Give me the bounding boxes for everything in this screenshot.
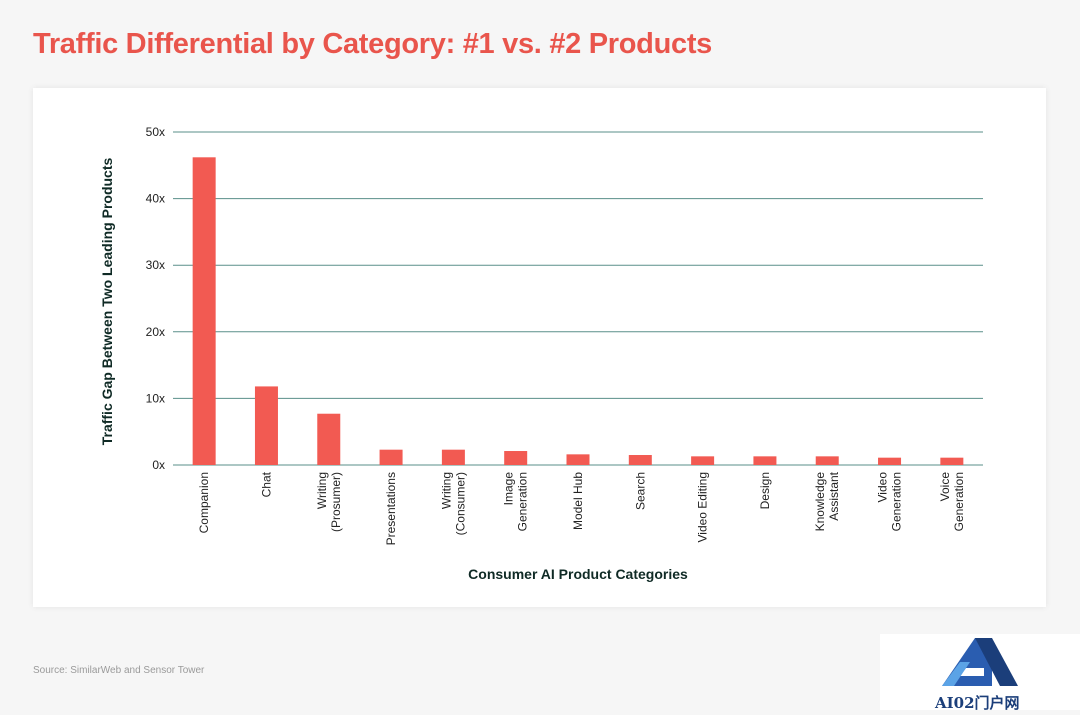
x-tick-label: VideoGeneration [876,472,904,532]
x-tick-label: Writing(Prosumer) [315,472,343,532]
x-tick-label-line: Generation [890,472,904,531]
y-axis-label: Traffic Gap Between Two Leading Products [99,158,115,446]
bar [379,449,403,465]
x-tick-label: Video Editing [696,472,710,543]
chart-card: 0x 10x 20x 30x 40x 50x Companion Chat Writing(Pr… [33,88,1046,607]
x-tick-label-line: Video [876,472,890,503]
source-note: Source: SimilarWeb and Sensor Tower [33,665,205,676]
bar [254,386,278,465]
x-tick-label-line: Generation [516,472,530,531]
x-tick-label-line: (Prosumer) [329,472,343,532]
bar [691,456,715,465]
x-tick-label: KnowledgeAssistant [813,471,841,531]
x-axis-label: Consumer AI Product Categories [468,566,688,582]
bar [504,451,528,465]
y-tick-label: 20x [146,325,165,339]
x-tick-label-line: Chat [259,471,273,497]
x-tick-label-line: Generation [952,472,966,531]
x-tick-label-line: Writing [315,472,329,509]
x-tick-label-line: Search [633,472,647,510]
x-tick-label: Design [758,472,772,509]
y-tick-label: 50x [146,125,165,139]
x-tick-label-line: Knowledge [813,472,827,532]
x-tick-label: Writing(Consumer) [439,472,467,535]
x-tick-label-line: Writing [439,472,453,509]
x-tick-label-line: Assistant [827,471,841,520]
logo-mark-icon [942,638,1018,686]
bar [192,157,216,466]
bar [317,413,341,465]
x-tick-label-line: Video Editing [696,472,710,543]
bar [940,457,964,465]
chart-title: Traffic Differential by Category: #1 vs.… [33,28,713,60]
bar [441,449,465,465]
y-tick-label: 30x [146,258,165,272]
bar [815,456,839,465]
bar [878,457,902,465]
x-tick-label-line: Image [502,472,516,506]
x-tick-label-line: Voice [938,472,952,502]
y-tick-label: 40x [146,192,165,206]
x-tick-label: Search [633,472,647,510]
x-tick-label-line: Presentations [384,472,398,545]
x-tick-label-line: (Consumer) [453,472,467,535]
watermark-logo [880,634,1080,710]
x-tick-label: VoiceGeneration [938,472,966,532]
x-tick-label-line: Design [758,472,772,509]
bar [753,456,777,465]
x-tick-label: Model Hub [571,472,585,530]
x-tick-label-line: Companion [197,472,211,533]
y-tick-label: 0x [152,458,165,472]
bar [628,455,652,465]
y-tick-label: 10x [146,391,165,405]
x-tick-label: ImageGeneration [502,472,530,532]
watermark-text: AI02门户网 [935,694,1020,712]
x-tick-label: Presentations [384,472,398,545]
x-tick-label-line: Model Hub [571,472,585,530]
bar [566,454,590,465]
x-tick-label: Chat [259,471,273,497]
x-tick-label: Companion [197,472,211,533]
